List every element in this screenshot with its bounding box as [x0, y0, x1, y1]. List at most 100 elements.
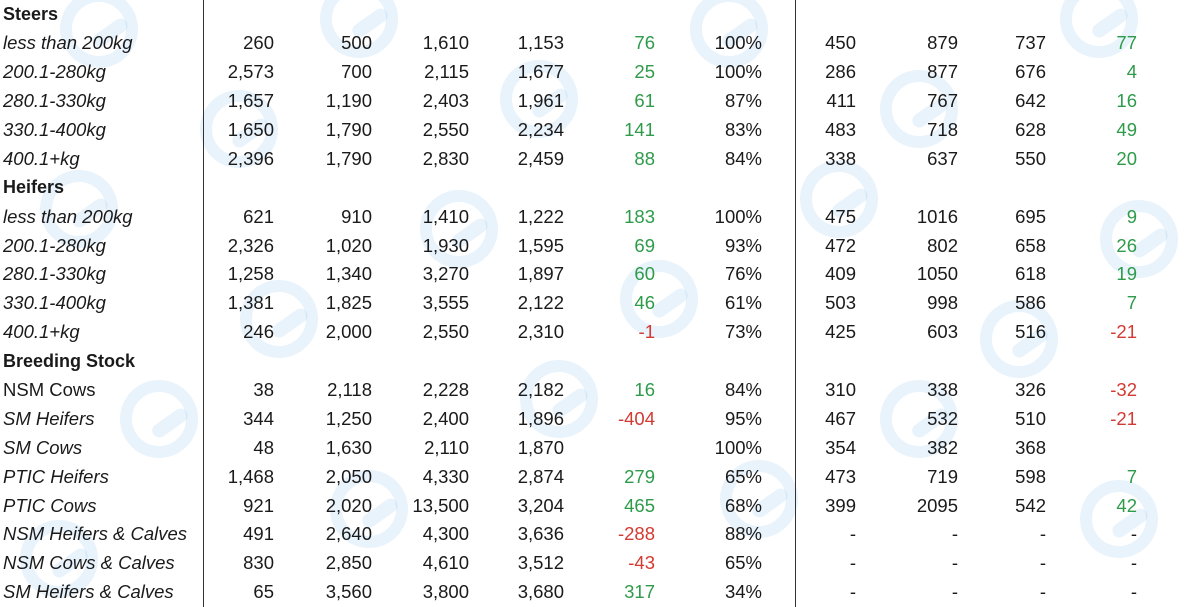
row-label: SM Heifers	[3, 407, 95, 429]
cell-col-4: 1,677	[517, 61, 564, 83]
cell-col-8: 532	[927, 407, 958, 429]
row-label: 200.1-280kg	[3, 61, 106, 83]
cell-col-7: 354	[795, 433, 856, 463]
column-gap	[768, 87, 796, 116]
cell-col-2: 910	[341, 205, 372, 227]
empty-cell	[1046, 173, 1137, 202]
table-row: 400.1+kg 2,396 1,790 2,830 2,459 88 84% 338 637 5…	[0, 144, 1137, 174]
row-label: PTIC Cows	[3, 494, 97, 516]
cell-col-8: 338	[927, 379, 958, 401]
cell-col-6: 76%	[724, 263, 762, 285]
cell-col-5: 279	[624, 465, 655, 487]
cell-col-6: 100%	[714, 61, 762, 83]
cell-col-10: -	[1130, 581, 1137, 603]
cell-col-3: 4,330	[422, 465, 469, 487]
table-row: 200.1-280kg 2,573 700 2,115 1,677 25 100% 286 87…	[0, 57, 1137, 87]
cell-col-2: 1,340	[325, 263, 372, 285]
row-label: PTIC Heifers	[3, 465, 109, 487]
row-label: 280.1-330kg	[3, 263, 106, 285]
cell-col-6: 100%	[714, 32, 762, 54]
cell-col-1: 1,258	[203, 260, 274, 289]
cell-col-2: 2,000	[325, 321, 372, 343]
cell-col-4: 1,961	[517, 90, 564, 112]
cell-col-5: -288	[617, 523, 655, 545]
cell-col-1: 491	[203, 520, 274, 549]
cell-col-8: 719	[927, 465, 958, 487]
cell-col-10: -21	[1110, 407, 1137, 429]
cell-col-9: 658	[1015, 234, 1046, 256]
cell-col-6: 95%	[724, 407, 762, 429]
cell-col-7: 483	[795, 115, 856, 145]
empty-cell	[469, 0, 564, 29]
cell-col-7: 450	[795, 28, 856, 58]
cell-col-9: 586	[1015, 292, 1046, 314]
cell-col-4: 1,897	[517, 263, 564, 285]
cell-col-7: 411	[795, 86, 856, 116]
cell-col-5: 60	[634, 263, 655, 285]
cell-col-1: 921	[203, 491, 274, 521]
cell-col-10: -32	[1110, 379, 1137, 401]
cell-col-1: 2,326	[203, 231, 274, 261]
cell-col-8: 877	[927, 61, 958, 83]
cell-col-8: 718	[927, 119, 958, 140]
cell-col-9: 618	[1015, 263, 1046, 285]
cell-col-7: 467	[795, 404, 856, 434]
cell-col-7: 472	[795, 231, 856, 261]
cell-col-2: 2,020	[325, 494, 372, 516]
cell-col-10	[1046, 433, 1137, 462]
cell-col-2: 1,790	[325, 119, 372, 140]
cell-col-3: 4,300	[422, 523, 469, 545]
cell-col-3: 2,403	[422, 90, 469, 112]
cell-col-9: 326	[1015, 379, 1046, 401]
table-row: 330.1-400kg 1,381 1,825 3,555 2,122 46 61% 503 9…	[0, 288, 1137, 318]
cell-col-6: 68%	[724, 494, 762, 516]
cell-col-3: 1,930	[422, 234, 469, 256]
cell-col-3: 1,610	[422, 32, 469, 54]
row-label: SM Cows	[3, 436, 83, 458]
cell-col-10: 16	[1116, 90, 1137, 112]
row-label: less than 200kg	[3, 205, 133, 227]
empty-cell	[372, 173, 469, 202]
cell-col-6: 88%	[724, 523, 762, 545]
section-title: Heifers	[3, 177, 65, 198]
cell-col-9: -	[1039, 581, 1046, 603]
cell-col-7: 473	[795, 462, 856, 492]
cell-col-5	[564, 433, 655, 462]
table-row: NSM Cows 38 2,118 2,228 2,182 16 84% 310 338 326 -…	[0, 375, 1137, 405]
empty-cell	[856, 347, 958, 376]
cell-col-9: 516	[1015, 321, 1046, 343]
row-label: 330.1-400kg	[3, 119, 106, 140]
cell-col-1: 344	[203, 404, 274, 434]
column-gap	[768, 433, 796, 462]
cell-col-1: 260	[203, 28, 274, 58]
cell-col-1: 1,381	[203, 288, 274, 318]
column-gap	[768, 520, 796, 549]
row-label: NSM Cows	[3, 379, 96, 401]
table-row: SM Heifers 344 1,250 2,400 1,896 -404 95% 467 53…	[0, 404, 1137, 434]
cell-col-9: 550	[1015, 147, 1046, 169]
table-row: 400.1+kg 246 2,000 2,550 2,310 -1 73% 425 603 516…	[0, 317, 1137, 347]
cell-col-4: 1,222	[517, 205, 564, 227]
cell-col-4: 2,234	[517, 119, 564, 140]
table-row: NSM Heifers & Calves 491 2,640 4,300 3,636 -2…	[0, 520, 1137, 549]
cell-col-8: 2095	[916, 494, 958, 516]
cell-col-9: 642	[1015, 90, 1046, 112]
cell-col-5: 465	[624, 494, 655, 516]
cell-col-3: 3,555	[422, 292, 469, 314]
cell-col-8: 603	[927, 321, 958, 343]
empty-cell	[655, 0, 768, 29]
cell-col-4: 1,896	[517, 407, 564, 429]
cell-col-9: 628	[1015, 119, 1046, 140]
row-label: 280.1-330kg	[3, 90, 106, 112]
empty-cell	[203, 173, 274, 203]
column-gap	[768, 202, 796, 231]
cell-col-4: 2,874	[517, 465, 564, 487]
cell-col-2: 500	[341, 32, 372, 54]
cell-col-1: 621	[203, 202, 274, 232]
table-row: SM Cows 48 1,630 2,110 1,870 100% 354 382 368	[0, 433, 1137, 463]
cell-col-9: 737	[1015, 32, 1046, 54]
column-gap	[768, 173, 796, 202]
empty-cell	[958, 173, 1046, 202]
table-row: 330.1-400kg 1,650 1,790 2,550 2,234 141 83% 483…	[0, 115, 1137, 145]
empty-cell	[203, 346, 274, 376]
